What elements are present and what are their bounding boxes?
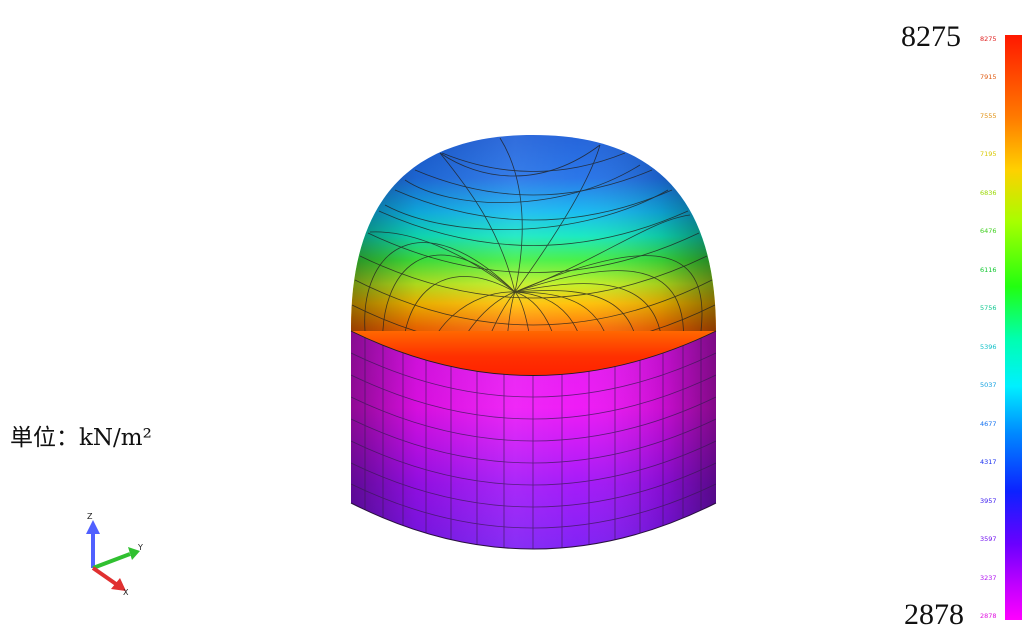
axis-z-label: Z (87, 512, 93, 521)
legend-tick-label: 5037 (980, 381, 997, 390)
legend-tick-label: 7195 (980, 150, 997, 159)
legend-tick-label: 2878 (980, 612, 997, 620)
legend-min-value: 2878 (904, 598, 964, 631)
legend-tick-label: 3957 (980, 496, 997, 505)
legend-tick-label: 4317 (980, 458, 997, 467)
legend-tick-label: 4677 (980, 419, 997, 428)
tank-dome (350, 135, 717, 376)
unit-label: 単位：kN/m² (10, 425, 152, 451)
legend-tick-label: 5396 (980, 342, 997, 351)
legend-tick-label: 3237 (980, 573, 997, 582)
legend-max-value: 8275 (901, 20, 961, 53)
axis-triad (86, 520, 140, 591)
legend-tick-label: 7915 (980, 73, 997, 82)
legend-tick-label: 8275 (980, 35, 997, 43)
legend-tick-label: 7555 (980, 111, 997, 120)
legend-tick-label: 6476 (980, 227, 997, 236)
tank-cylinder (350, 331, 717, 550)
legend-tick-label: 6836 (980, 188, 997, 197)
color-legend-bar (1005, 35, 1022, 620)
legend-tick-label: 5756 (980, 304, 997, 313)
legend-tick-label: 3597 (980, 535, 997, 544)
axis-y-label: Y (138, 543, 143, 552)
legend-tick-label: 6116 (980, 265, 997, 274)
axis-x-label: X (123, 588, 129, 597)
color-legend-ticks: 8275 7915 7555 7195 6836 6476 6116 5756 5396 5037… (972, 35, 1002, 620)
